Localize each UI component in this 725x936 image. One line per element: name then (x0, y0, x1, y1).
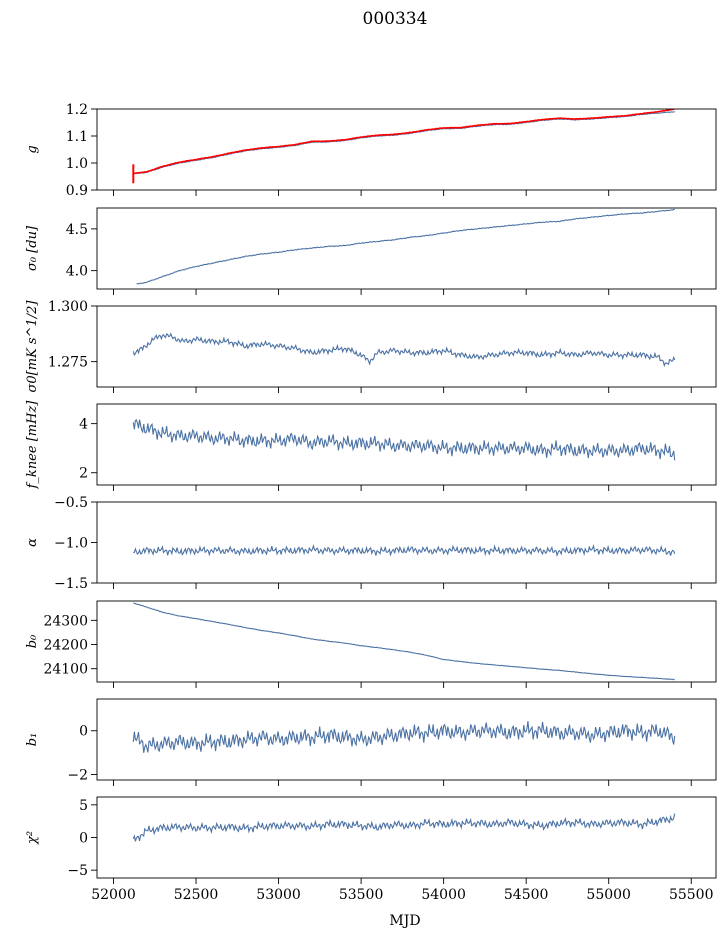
x-tick-label: 55500 (669, 887, 714, 903)
axes-frame (96, 698, 717, 781)
panel-2: 4.0 4.5 σ₀ [du] (25, 207, 717, 295)
y-axis-label: χ² (25, 831, 40, 845)
y-tick-label: 1.275 (48, 355, 88, 371)
y-tick-label: 0 (79, 831, 88, 847)
figure-title: 000334 (363, 9, 428, 29)
y-tick-label: 2 (79, 466, 88, 482)
x-tick-label: 53000 (256, 887, 301, 903)
y-axis-label: α (25, 538, 40, 547)
y-tick-label: −1.0 (54, 536, 88, 552)
axes-frame (96, 207, 717, 290)
axes-frame (96, 501, 717, 584)
axes-frame (96, 403, 717, 486)
x-tick-label: 52500 (174, 887, 219, 903)
y-tick-label: 24200 (43, 638, 88, 654)
x-tick-label: 55000 (586, 887, 631, 903)
axes-frame (96, 796, 717, 879)
series-line-7-1 (132, 721, 676, 753)
x-tick-label: 54000 (421, 887, 466, 903)
panel-4: 2 4 f_knee [mHz] (25, 400, 717, 491)
y-tick-label: −1.5 (54, 576, 88, 592)
series-line-2-1 (136, 208, 675, 285)
x-tick-label: 54500 (504, 887, 549, 903)
y-tick-label: 24100 (43, 662, 88, 678)
y-tick-label: −5 (67, 863, 88, 879)
y-axis-label: b₁ (25, 733, 40, 747)
series-line-3-1 (132, 332, 676, 368)
panel-7: −2 0 b₁ (25, 698, 717, 786)
y-tick-label: 24300 (43, 613, 88, 629)
panel-8: −5 0 5 52000 52500 53000 53500 54000 54500 55000 5… (25, 796, 717, 903)
y-axis-label: b₀ (25, 634, 40, 648)
y-axis-label: σ0[mK s^1/2] (25, 300, 40, 393)
series-line-5-1 (133, 543, 676, 558)
y-tick-label: 0.9 (66, 183, 88, 199)
y-axis-label: f_knee [mHz] (25, 400, 40, 490)
y-tick-label: 4 (79, 417, 88, 433)
y-tick-label: −0.5 (54, 495, 88, 511)
y-tick-label: 1.2 (66, 102, 88, 118)
y-tick-label: 5 (79, 798, 88, 814)
y-tick-label: 1.0 (66, 156, 88, 172)
series-line-8-1 (132, 813, 676, 842)
panels: 0.9 1.0 1.1 1.2 g 4.0 4.5 σ₀ [du] 1.275 1.300 σ0[m… (25, 102, 717, 903)
y-tick-label: 4.5 (66, 222, 88, 238)
axes-frame (96, 108, 717, 191)
series-line-4-1 (132, 419, 676, 461)
y-tick-label: −2 (67, 768, 88, 784)
x-axis-label: MJD (389, 913, 420, 929)
axes-frame (96, 600, 717, 683)
x-tick-label: 52000 (91, 887, 136, 903)
y-tick-label: 1.300 (48, 299, 88, 315)
x-tick-label: 53500 (339, 887, 384, 903)
y-tick-label: 0 (79, 724, 88, 740)
y-axis-label: g (25, 145, 40, 153)
axes-frame (96, 305, 717, 388)
y-axis-label: σ₀ [du] (25, 225, 40, 271)
y-tick-label: 4.0 (66, 264, 88, 280)
panel-3: 1.275 1.300 σ0[mK s^1/2] (25, 299, 717, 393)
panel-5: −1.5 −1.0 −0.5 α (25, 495, 717, 592)
series-line-1-2 (133, 109, 675, 174)
panel-1: 0.9 1.0 1.1 1.2 g (25, 102, 717, 199)
y-tick-label: 1.1 (66, 129, 88, 145)
series-line-6-1 (133, 602, 675, 681)
series-line-1-1 (133, 111, 675, 175)
